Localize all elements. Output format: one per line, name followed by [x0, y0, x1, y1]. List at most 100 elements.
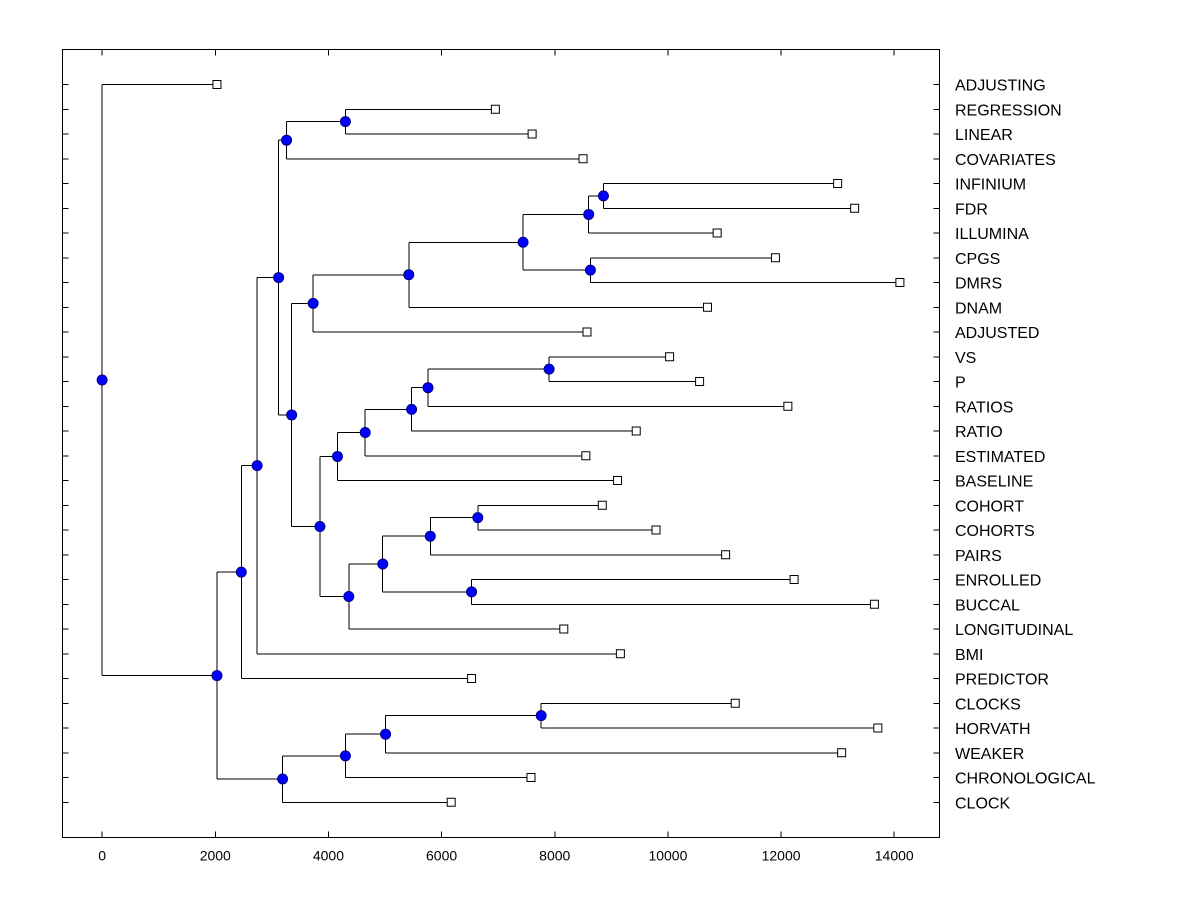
merge-node-n15 [424, 530, 436, 542]
merge-node-n21 [273, 272, 285, 284]
leaf-marker-chronological [526, 773, 536, 782]
leaf-label-covariates: COVARIATES [955, 152, 1056, 169]
leaf-marker-pairs [721, 550, 731, 560]
leaf-tick-marks [62, 84, 940, 803]
merge-node-n3 [597, 190, 609, 202]
leaf-marker-enrolled [789, 575, 799, 584]
x-tick-label-10000: 10000 [648, 848, 687, 864]
x-tick-label-0: 0 [98, 848, 106, 864]
merge-node-n4 [583, 208, 595, 220]
merge-node-n10 [422, 382, 434, 394]
leaf-marker-bmi [615, 649, 625, 659]
merge-node-n16 [466, 586, 478, 598]
leaf-label-clocks: CLOCKS [955, 696, 1021, 713]
leaf-marker-dmrs [895, 278, 905, 287]
merge-node-n6 [517, 236, 529, 248]
merge-node-n2 [281, 134, 293, 146]
leaf-label-predictor: PREDICTOR [955, 672, 1049, 689]
leaf-marker-adjusting [212, 80, 222, 89]
leaf-label-longitudinal: LONGITUDINAL [955, 622, 1073, 639]
merge-node-n12 [359, 427, 371, 439]
merge-node-n25 [380, 728, 392, 740]
leaf-marker-ratio [631, 426, 641, 436]
leaf-marker-weaker [837, 748, 847, 758]
merge-node-n8 [307, 297, 319, 309]
merge-node-n26 [339, 750, 351, 762]
leaf-label-pairs: PAIRS [955, 548, 1002, 565]
leaf-label-cohort: COHORT [955, 498, 1024, 515]
leaf-label-estimated: ESTIMATED [955, 449, 1045, 466]
merge-node-n23 [235, 566, 247, 578]
merge-node-n17 [377, 558, 389, 570]
leaf-label-infinium: INFINIUM [955, 177, 1026, 194]
merge-node-n1 [339, 116, 351, 128]
x-tick-label-4000: 4000 [313, 848, 344, 864]
merge-node-n9 [543, 363, 555, 375]
leaf-label-horvath: HORVATH [955, 721, 1031, 738]
plot-frame [62, 49, 940, 838]
merge-node-n28 [211, 670, 223, 682]
leaf-marker-regression [490, 104, 500, 114]
leaf-label-p: P [955, 375, 966, 392]
leaf-label-regression: REGRESSION [955, 102, 1062, 119]
merge-node-n14 [472, 512, 484, 524]
leaf-marker-estimated [581, 451, 591, 461]
leaf-marker-baseline [613, 476, 623, 485]
merge-node-markers [96, 116, 609, 785]
leaf-marker-infinium [833, 179, 843, 188]
leaf-marker-adjusted [582, 327, 592, 337]
leaf-marker-predictor [467, 674, 477, 683]
merge-node-n19 [314, 521, 326, 533]
leaf-marker-dnam [703, 302, 713, 312]
leaf-label-illumina: ILLUMINA [955, 226, 1029, 243]
leaf-marker-cohort [597, 500, 607, 510]
merge-node-n5 [584, 264, 596, 276]
leaf-label-weaker: WEAKER [955, 746, 1024, 763]
merge-node-n29 [96, 374, 108, 386]
leaf-marker-horvath [873, 723, 883, 733]
x-tick-label-14000: 14000 [875, 848, 914, 864]
x-tick-label-6000: 6000 [426, 848, 457, 864]
leaf-labels: ADJUSTING REGRESSION LINEAR COVARIATES INFIN… [955, 78, 1096, 813]
leaf-marker-illumina [712, 228, 722, 238]
leaf-label-cpgs: CPGS [955, 251, 1000, 268]
leaf-label-adjusting: ADJUSTING [955, 78, 1046, 95]
leaf-marker-p [695, 377, 705, 386]
leaf-label-ratios: RATIOS [955, 399, 1013, 416]
leaf-label-ratio: RATIO [955, 424, 1003, 441]
leaf-label-chronological: CHRONOLOGICAL [955, 771, 1096, 788]
leaf-label-vs: VS [955, 350, 976, 367]
leaf-label-baseline: BASELINE [955, 474, 1033, 491]
leaf-label-buccal: BUCCAL [955, 597, 1020, 614]
leaf-marker-linear [527, 129, 537, 139]
merge-node-n18 [343, 591, 355, 603]
leaf-label-linear: LINEAR [955, 127, 1013, 144]
leaf-marker-buccal [869, 599, 879, 609]
leaf-label-dnam: DNAM [955, 300, 1002, 317]
merge-node-n22 [251, 460, 263, 472]
leaf-marker-cohorts [651, 525, 661, 535]
leaf-label-bmi: BMI [955, 647, 983, 664]
dendrogram-links [101, 84, 900, 803]
leaf-marker-clock [446, 797, 456, 807]
x-tick-label-12000: 12000 [762, 848, 801, 864]
x-tick-label-2000: 2000 [200, 848, 231, 864]
leaf-markers [212, 80, 905, 807]
merge-node-n27 [277, 773, 289, 785]
leaf-label-clock: CLOCK [955, 795, 1010, 812]
leaf-label-cohorts: COHORTS [955, 523, 1035, 540]
x-axis-ticks: 0 2000 4000 6000 8000 10000 12000 14000 [98, 49, 914, 864]
leaf-marker-covariates [578, 154, 588, 164]
leaf-marker-fdr [850, 203, 860, 213]
leaf-marker-vs [665, 352, 675, 362]
leaf-marker-longitudinal [559, 624, 569, 634]
merge-node-n13 [331, 451, 343, 463]
merge-node-n20 [286, 409, 298, 421]
leaf-label-fdr: FDR [955, 201, 988, 218]
merge-node-n24 [535, 710, 547, 722]
leaf-label-dmrs: DMRS [955, 276, 1002, 293]
leaf-label-enrolled: ENROLLED [955, 573, 1041, 590]
x-tick-label-8000: 8000 [539, 848, 570, 864]
leaf-marker-ratios [783, 401, 793, 411]
